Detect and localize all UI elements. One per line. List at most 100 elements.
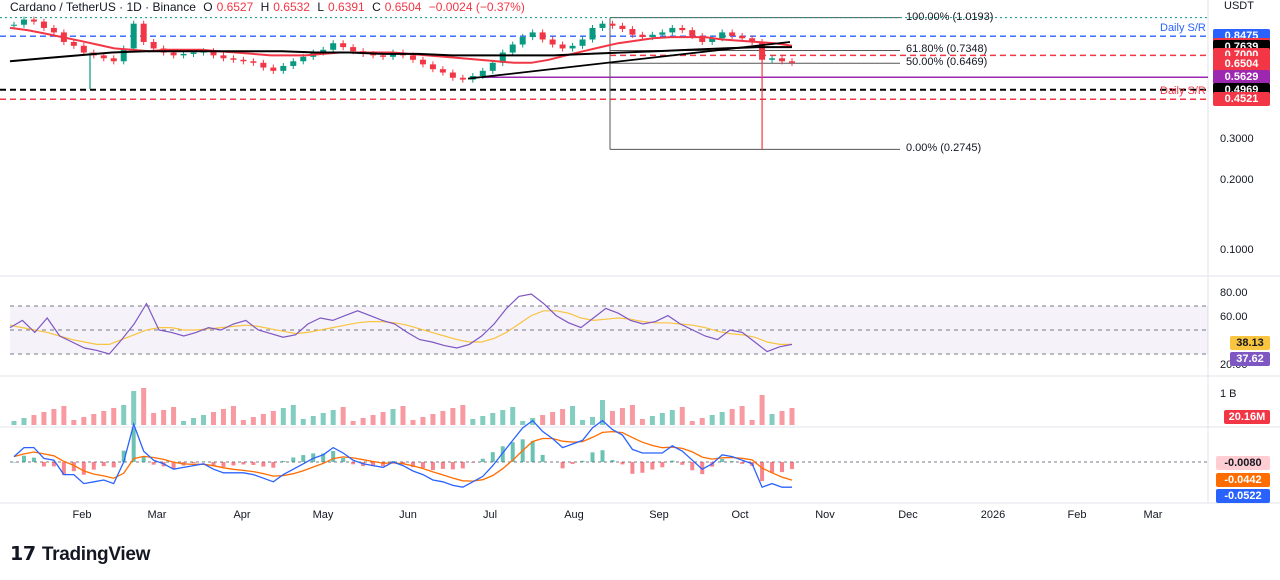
candle-body [40, 21, 47, 28]
ma200-line [9, 46, 792, 63]
candle-body [519, 37, 526, 45]
month-tick-0: Feb [72, 509, 92, 521]
candle-body [370, 53, 377, 56]
volume-bar [560, 409, 566, 425]
macd-hist-bar [131, 427, 136, 462]
volume-bar [181, 421, 187, 425]
macd-hist-bar [410, 462, 415, 468]
rsi-line [9, 293, 793, 355]
macd-hist-bar [331, 450, 336, 462]
candle-body [11, 24, 17, 26]
macd-hist-bar [351, 462, 356, 465]
volume-bar [490, 413, 496, 425]
macd-hist-bar [41, 462, 46, 467]
candle-body [679, 27, 686, 31]
volume-bar [220, 409, 226, 425]
candle-body [409, 55, 416, 60]
candle-body [449, 72, 456, 78]
macd-hist-bar [21, 455, 26, 462]
macd-hist-bar [221, 462, 226, 467]
macd-hist-bar [71, 462, 76, 472]
volume-bar [330, 410, 336, 425]
macd-hist-bar [540, 454, 545, 462]
volume-bar [71, 420, 77, 425]
candle-body [260, 62, 267, 68]
candle-body [749, 38, 756, 42]
level-label-4: Daily S/R [1160, 85, 1206, 98]
volume-bar [619, 408, 625, 425]
candle-body [739, 35, 746, 39]
volume-bar [360, 418, 366, 425]
candle-body [170, 52, 177, 56]
macd-hist-bar [281, 460, 286, 462]
candle-body [779, 58, 786, 62]
rsi-tick-1: 60.00 [1220, 311, 1248, 323]
candle-body [220, 55, 227, 59]
last-price-value: 0.6504 [1224, 57, 1259, 70]
macd-hist-bar [420, 462, 425, 469]
macd-hist-bar [660, 462, 665, 468]
macd-hist-bar [640, 462, 645, 473]
volume-bar [141, 388, 147, 425]
macd-hist-bar [141, 456, 146, 462]
volume-bar [430, 414, 436, 425]
rsi-ma-line [9, 310, 792, 345]
macd-hist-bar [720, 458, 725, 462]
volume-bar [310, 416, 316, 425]
candle-body [599, 23, 606, 28]
macd-signal-tag: -0.0442 [1216, 473, 1270, 487]
volume-bar [400, 406, 406, 425]
candles-group [11, 16, 795, 83]
volume-bar [500, 410, 506, 425]
volume-bar [101, 411, 107, 425]
candle-body [549, 39, 556, 45]
macd-hist-bar [680, 462, 685, 465]
candle-body [689, 30, 696, 36]
macd-hist-bar [610, 460, 615, 462]
macd-hist-bar [61, 462, 66, 476]
candle-body [120, 48, 127, 62]
tradingview-logo[interactable]: 𝟭𝟳 TradingView [10, 543, 150, 566]
candle-body [659, 32, 666, 35]
candle-body [30, 19, 37, 22]
volume-bar [370, 415, 376, 425]
volume-bar [570, 406, 576, 425]
volume-bar [260, 414, 266, 425]
volume-bar [550, 412, 556, 425]
high-value: 0.6532 [273, 0, 310, 14]
month-tick-7: Sep [649, 509, 669, 521]
candle-body [270, 67, 277, 71]
macd-hist-bar [261, 462, 266, 467]
candle-body [380, 55, 387, 57]
volume-bar [629, 405, 635, 425]
macd-hist-bar [450, 462, 455, 470]
macd-hist-bar [500, 446, 505, 462]
rsi-band [10, 306, 1208, 354]
volume-bar [689, 421, 695, 425]
volume-bar [300, 419, 306, 425]
candle-body [340, 43, 347, 48]
macd-hist-bar [121, 450, 126, 462]
macd-histogram [12, 427, 794, 482]
candle-body [180, 53, 187, 56]
macd-hist-bar [231, 462, 236, 466]
volume-bar [450, 408, 456, 425]
currency-label: USDT [1224, 0, 1254, 12]
macd-hist-bar [700, 462, 705, 475]
candle-body [479, 70, 486, 76]
level-label-0: Daily S/R [1160, 22, 1206, 35]
candle-body [539, 32, 546, 40]
price-tag-5: 0.5629 [1213, 70, 1270, 85]
volume-bar [789, 408, 795, 425]
macd-hist-bar [580, 460, 585, 462]
symbol-title[interactable]: Cardano / TetherUS · 1D · Binance [10, 0, 196, 14]
candle-body [100, 55, 107, 59]
volume-bar [480, 416, 486, 425]
volume-bar [590, 417, 596, 425]
volume-bar [270, 411, 276, 425]
candle-body [350, 47, 357, 52]
candle-body [429, 64, 436, 70]
fib-label-0: 100.00% (1.0193) [906, 10, 994, 23]
macd-hist-bar [760, 462, 765, 482]
month-tick-4: Jun [399, 509, 417, 521]
